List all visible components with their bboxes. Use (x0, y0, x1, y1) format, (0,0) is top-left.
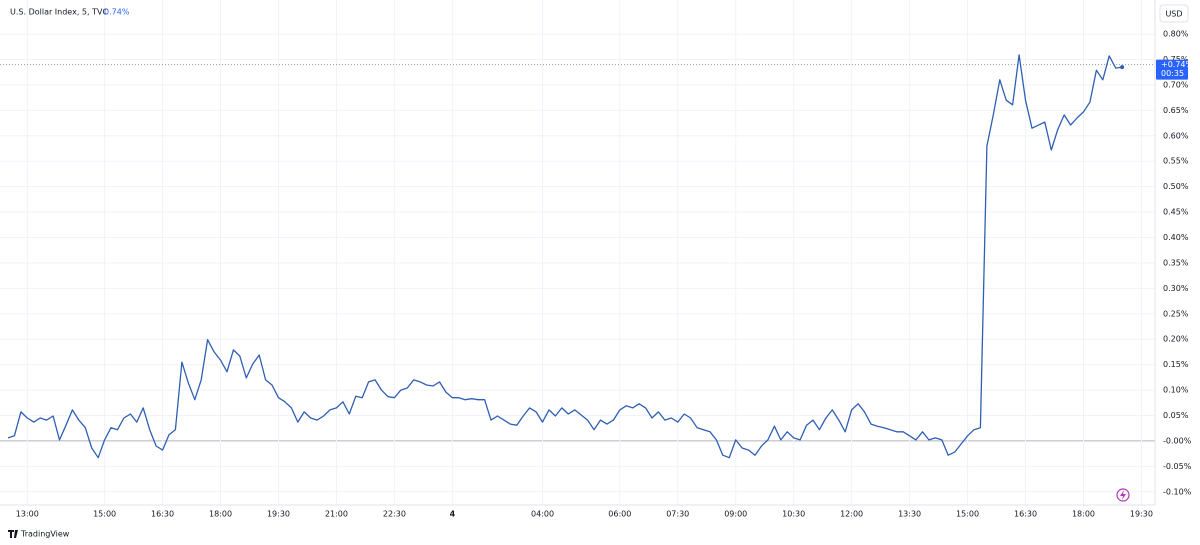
x-tick-label: 15:00 (956, 510, 979, 519)
x-tick-label: 13:00 (16, 510, 39, 519)
x-tick-label: 21:00 (325, 510, 348, 519)
x-tick-label: 19:30 (267, 510, 290, 519)
y-tick-label: 0.80% (1163, 30, 1189, 39)
header-change: 0.74% (104, 8, 130, 17)
last-price-label: +0.74% (1161, 60, 1194, 69)
y-tick-label: 0.45% (1163, 208, 1189, 217)
grid (0, 0, 1155, 505)
x-tick-label: 22:30 (383, 510, 406, 519)
x-tick-label: 4 (450, 510, 456, 519)
y-tick-label: 0.20% (1163, 335, 1189, 344)
brand-logo (8, 530, 18, 538)
y-tick-label: -0.10% (1163, 487, 1192, 496)
y-tick-label: -0.05% (1163, 462, 1192, 471)
y-tick-label: 0.60% (1163, 131, 1189, 140)
x-tick-label: 13:30 (898, 510, 921, 519)
last-price-badge (1156, 59, 1188, 80)
brand: TradingView (20, 530, 70, 539)
y-tick-label: -0.00% (1163, 436, 1192, 445)
replay-icon-bolt (1120, 490, 1126, 500)
x-tick-label: 16:30 (1014, 510, 1037, 519)
y-tick-label: 0.25% (1163, 309, 1189, 318)
x-tick-label: 12:00 (840, 510, 863, 519)
countdown: 00:35 (1161, 69, 1184, 78)
x-tick-label: 18:00 (209, 510, 232, 519)
x-tick-label: 18:00 (1072, 510, 1095, 519)
x-tick-label: 10:30 (782, 510, 805, 519)
x-tick-label: 06:00 (608, 510, 631, 519)
x-tick-label: 09:00 (724, 510, 747, 519)
y-tick-label: 0.55% (1163, 157, 1189, 166)
y-tick-label: 0.65% (1163, 106, 1189, 115)
x-tick-label: 04:00 (531, 510, 554, 519)
y-tick-label: 0.40% (1163, 233, 1189, 242)
y-tick-label: 0.15% (1163, 360, 1189, 369)
y-tick-label: 0.30% (1163, 284, 1189, 293)
y-tick-label: 0.05% (1163, 411, 1189, 420)
y-tick-label: 0.10% (1163, 386, 1189, 395)
x-tick-label: 19:30 (1130, 510, 1153, 519)
x-tick-label: 16:30 (151, 510, 174, 519)
chart-title: U.S. Dollar Index, 5, TVC (10, 8, 108, 17)
replay-icon[interactable] (1116, 488, 1130, 502)
y-tick-label: 0.70% (1163, 80, 1189, 89)
x-tick-label: 15:00 (93, 510, 116, 519)
y-tick-label: 0.75% (1163, 55, 1189, 64)
currency-button[interactable] (1159, 4, 1189, 23)
currency[interactable]: USD (1165, 10, 1182, 19)
y-tick-label: 0.50% (1163, 182, 1189, 191)
x-tick-label: 07:30 (666, 510, 689, 519)
price-line (7, 54, 1123, 459)
y-tick-label: 0.35% (1163, 258, 1189, 267)
last-point (1120, 65, 1125, 70)
